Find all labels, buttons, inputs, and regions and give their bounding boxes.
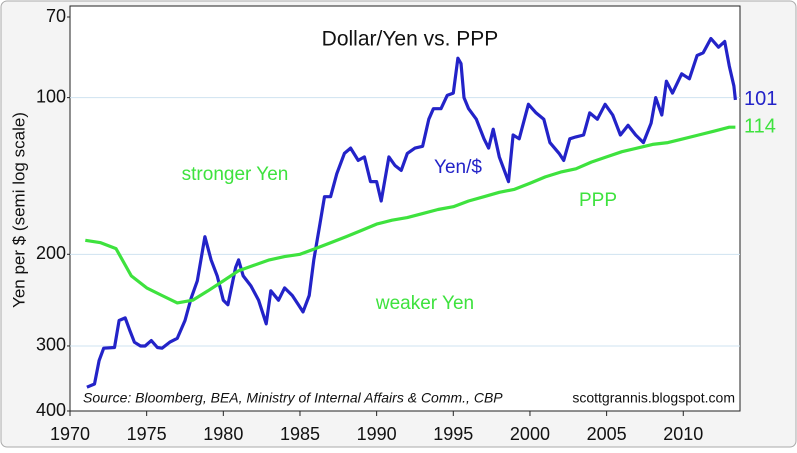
x-tick-label: 1985 <box>280 424 320 444</box>
annotation: scottgrannis.blogspot.com <box>572 390 735 406</box>
y-tick-label: 100 <box>36 86 66 106</box>
x-tick-label: 1995 <box>433 424 473 444</box>
series-label: Yen/$ <box>434 157 482 178</box>
y-tick-label: 200 <box>36 243 66 263</box>
y-tick-label: 70 <box>46 6 66 26</box>
y-tick-label: 400 <box>36 400 66 420</box>
y-axis-label: Yen per $ (semi log scale) <box>9 112 28 308</box>
x-tick-label: 1980 <box>203 424 243 444</box>
annotation: Source: Bloomberg, BEA, Ministry of Inte… <box>83 390 503 406</box>
series-label: PPP <box>579 190 617 211</box>
end-value-label: 101 <box>744 88 777 110</box>
x-tick-label: 1990 <box>357 424 397 444</box>
x-tick-label: 2000 <box>510 424 550 444</box>
y-tick-label: 300 <box>36 335 66 355</box>
end-value-label: 114 <box>744 116 776 138</box>
x-tick-label: 1970 <box>50 424 90 444</box>
series-line <box>86 36 737 389</box>
annotation: stronger Yen <box>182 164 289 185</box>
plot-frame <box>69 5 741 412</box>
series-line <box>85 125 736 305</box>
chart-title: Dollar/Yen vs. PPP <box>322 28 499 51</box>
annotation: weaker Yen <box>375 293 474 314</box>
x-tick-label: 1975 <box>127 424 167 444</box>
x-tick-label: 2005 <box>587 424 627 444</box>
x-tick-label: 2010 <box>663 424 703 444</box>
